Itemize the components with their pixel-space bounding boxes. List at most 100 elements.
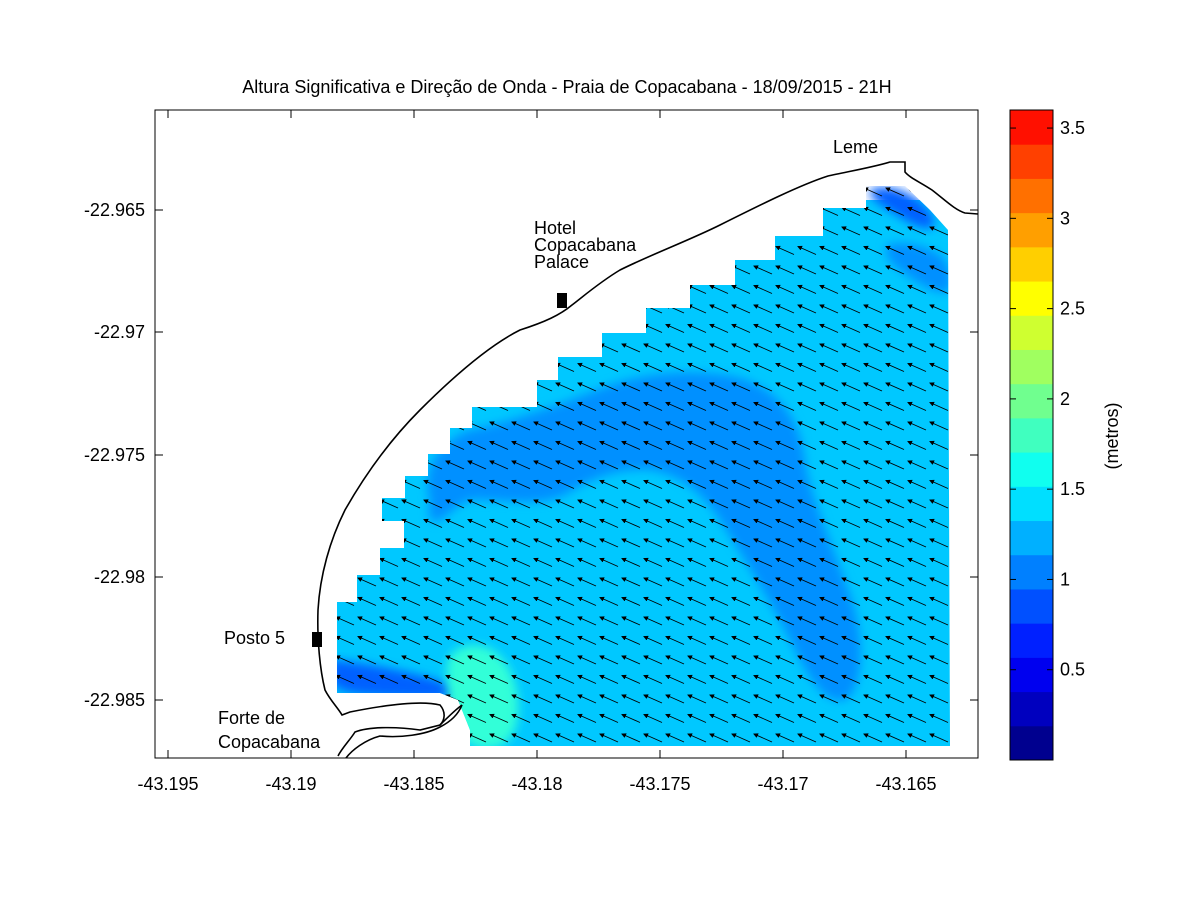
direction-arrow — [599, 733, 619, 743]
label-hotel-line1: Hotel — [534, 218, 576, 238]
direction-arrow — [819, 304, 839, 314]
direction-arrow — [467, 518, 487, 528]
direction-arrow — [643, 323, 663, 333]
colorbar-band — [1010, 691, 1053, 727]
colorbar-band — [1010, 315, 1053, 350]
direction-arrow — [841, 538, 861, 548]
direction-arrow — [357, 596, 377, 606]
direction-arrow — [489, 499, 509, 509]
direction-arrow — [863, 538, 883, 548]
direction-arrow — [885, 733, 905, 743]
direction-arrow — [797, 733, 817, 743]
direction-arrow — [621, 382, 641, 392]
direction-arrow — [423, 538, 443, 548]
label-posto5: Posto 5 — [224, 628, 285, 648]
direction-arrow — [621, 655, 641, 665]
hotel-marker — [557, 293, 567, 308]
direction-arrow — [731, 499, 751, 509]
direction-arrow — [709, 596, 729, 606]
direction-arrow — [533, 401, 553, 411]
direction-arrow — [753, 343, 773, 353]
label-forte-line1: Forte de — [218, 708, 285, 728]
direction-arrow — [599, 674, 619, 684]
direction-arrow — [533, 694, 553, 704]
direction-arrow — [753, 694, 773, 704]
direction-arrow — [819, 538, 839, 548]
direction-arrow — [929, 343, 949, 353]
direction-arrow — [775, 616, 795, 626]
direction-arrow — [775, 596, 795, 606]
direction-arrow — [907, 538, 927, 548]
direction-arrow — [797, 362, 817, 372]
direction-arrow — [929, 245, 949, 255]
direction-arrow — [577, 616, 597, 626]
direction-arrow — [621, 596, 641, 606]
direction-arrow — [467, 655, 487, 665]
direction-arrow — [621, 479, 641, 489]
direction-arrow — [379, 674, 399, 684]
direction-arrow — [819, 343, 839, 353]
direction-arrow — [863, 635, 883, 645]
direction-arrow — [775, 440, 795, 450]
low-wave-band — [427, 372, 861, 701]
direction-arrow — [533, 382, 553, 392]
direction-arrow — [643, 733, 663, 743]
direction-arrow — [797, 596, 817, 606]
direction-arrow — [797, 694, 817, 704]
direction-arrow — [709, 323, 729, 333]
direction-arrow — [577, 596, 597, 606]
direction-arrow — [907, 713, 927, 723]
direction-arrow — [841, 577, 861, 587]
direction-arrow — [731, 343, 751, 353]
direction-arrow — [687, 577, 707, 587]
direction-arrow — [687, 694, 707, 704]
direction-arrow — [819, 674, 839, 684]
x-tick-label: -43.17 — [757, 774, 808, 794]
direction-arrow — [731, 733, 751, 743]
direction-arrow — [489, 616, 509, 626]
direction-arrow — [841, 596, 861, 606]
direction-arrow — [687, 304, 707, 314]
direction-arrow — [841, 421, 861, 431]
direction-arrow — [753, 635, 773, 645]
direction-arrow — [621, 343, 641, 353]
direction-arrow — [863, 733, 883, 743]
direction-arrow — [929, 518, 949, 528]
direction-arrow — [423, 596, 443, 606]
direction-arrow — [841, 479, 861, 489]
direction-arrow — [731, 596, 751, 606]
direction-arrow — [643, 538, 663, 548]
direction-arrow — [775, 284, 795, 294]
direction-arrow — [665, 713, 685, 723]
direction-arrow — [797, 460, 817, 470]
direction-arrow — [775, 674, 795, 684]
direction-arrow — [489, 460, 509, 470]
direction-arrow — [643, 635, 663, 645]
direction-arrow — [841, 206, 861, 216]
direction-arrow — [775, 655, 795, 665]
direction-arrow — [511, 499, 531, 509]
direction-arrow — [907, 284, 927, 294]
direction-arrow — [643, 343, 663, 353]
direction-arrow — [731, 577, 751, 587]
direction-arrow — [731, 713, 751, 723]
direction-arrow — [687, 733, 707, 743]
direction-arrow — [467, 733, 487, 743]
colorbar-tick-label: 0.5 — [1060, 660, 1085, 680]
direction-arrow — [337, 674, 355, 684]
colorbar-band — [1010, 417, 1053, 453]
direction-arrow — [621, 694, 641, 704]
direction-arrow — [753, 323, 773, 333]
direction-arrow — [555, 440, 575, 450]
direction-arrow — [687, 479, 707, 489]
direction-arrow — [797, 421, 817, 431]
direction-arrow — [841, 284, 861, 294]
direction-arrow — [907, 616, 927, 626]
direction-arrow — [731, 557, 751, 567]
direction-arrow — [577, 577, 597, 587]
label-hotel-line2: Copacabana — [534, 235, 637, 255]
direction-arrow — [819, 401, 839, 411]
direction-arrow — [863, 304, 883, 314]
direction-arrow — [929, 479, 949, 489]
direction-arrow — [929, 616, 949, 626]
